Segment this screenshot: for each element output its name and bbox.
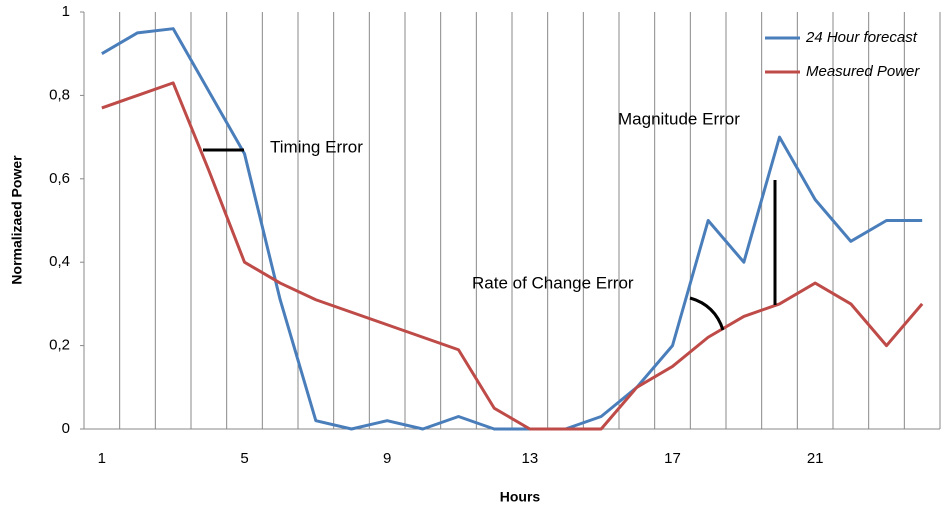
error-markers xyxy=(203,148,777,331)
x-axis-title: Hours xyxy=(500,489,541,505)
annotation: Magnitude Error xyxy=(618,109,740,128)
plot: 0 0,2 0,4 0,6 0,8 1 1 5 9 13 17 21 24 Hour forecast M… xyxy=(49,3,941,467)
y-tick-label: 0 xyxy=(62,420,70,437)
y-tick-label: 0,4 xyxy=(49,253,70,270)
annotation: Timing Error xyxy=(270,137,363,156)
x-tick-label: 13 xyxy=(521,450,538,467)
legend-label: Measured Power xyxy=(806,63,920,80)
y-tick-label: 0,6 xyxy=(49,170,70,187)
x-tick-label: 1 xyxy=(98,450,106,467)
y-axis-title: Normalizaed Power xyxy=(9,155,25,285)
series-line xyxy=(101,27,923,431)
y-tick-label: 0,2 xyxy=(49,337,70,354)
annotation: Rate of Change Error xyxy=(472,273,634,292)
x-tick-label: 5 xyxy=(240,450,248,467)
y-tick-label: 1 xyxy=(62,3,70,20)
legend-label: 24 Hour forecast xyxy=(805,29,918,46)
x-tick-label: 9 xyxy=(383,450,391,467)
y-tick-label: 0,8 xyxy=(49,86,70,103)
x-tick-label: 17 xyxy=(664,450,681,467)
series-line xyxy=(101,81,924,431)
x-tick-label: 21 xyxy=(807,450,824,467)
rate-marker xyxy=(689,296,725,331)
